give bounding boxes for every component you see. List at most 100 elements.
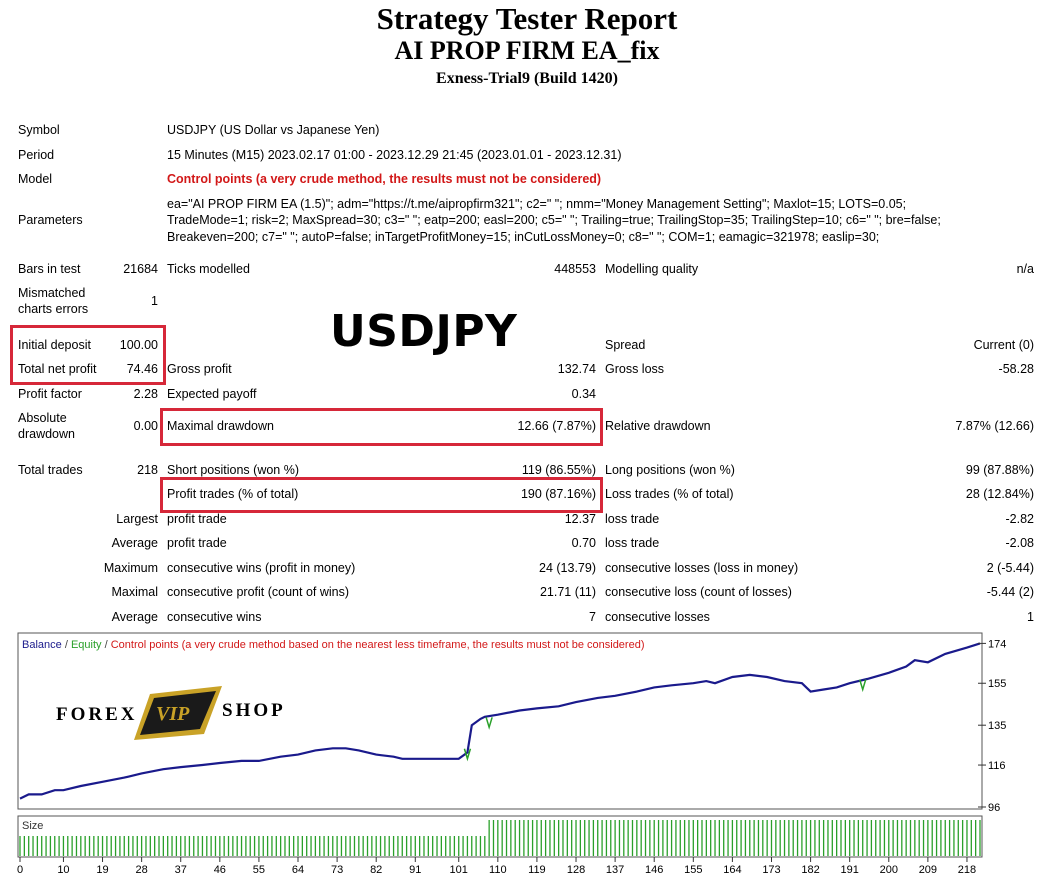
gross-profit-value: 132.74 bbox=[557, 362, 596, 376]
highlight-box-profit-trades bbox=[160, 477, 603, 513]
expected-payoff-label: Expected payoff bbox=[167, 387, 257, 401]
parameters-line: ea="AI PROP FIRM EA (1.5)"; adm="https:/… bbox=[167, 197, 907, 211]
maximal-label: Maximal bbox=[111, 585, 158, 599]
short-label: Short positions (won %) bbox=[167, 463, 300, 477]
loss-trades-value: 28 (12.84%) bbox=[965, 487, 1034, 501]
mismatch-label: Mismatched bbox=[18, 286, 86, 300]
x-tick-label: 155 bbox=[684, 864, 702, 876]
legend-sep: / bbox=[105, 639, 109, 651]
legend-text: Balance / Equity / Control points (a ver… bbox=[22, 639, 645, 651]
average-loss-label: loss trade bbox=[605, 536, 660, 550]
period-value: 15 Minutes (M15) 2023.02.17 01:00 - 2023… bbox=[167, 148, 622, 162]
initial-deposit-label: Initial deposit bbox=[18, 338, 91, 352]
avg-cons-wins-label: consecutive wins bbox=[167, 610, 262, 624]
total-trades-value: 218 bbox=[137, 463, 158, 477]
y-tick-label: 96 bbox=[988, 802, 1000, 814]
x-tick-label: 0 bbox=[17, 864, 23, 876]
total-trades-label: Total trades bbox=[18, 463, 83, 477]
long-value: 99 (87.88%) bbox=[965, 463, 1034, 477]
long-label: Long positions (won %) bbox=[605, 463, 735, 477]
ticks-value: 448553 bbox=[554, 262, 596, 276]
avg-cons-losses-label: consecutive losses bbox=[605, 610, 710, 624]
ea-name: AI PROP FIRM EA_fix bbox=[394, 36, 660, 65]
report-title: Strategy Tester Report bbox=[376, 1, 678, 36]
maximal-cons-profit-value: 21.71 (11) bbox=[539, 585, 596, 599]
avg-cons-losses-value: 1 bbox=[1027, 610, 1034, 624]
expected-payoff-value: 0.34 bbox=[571, 387, 596, 401]
x-tick-label: 164 bbox=[723, 864, 741, 876]
symbol-label: Symbol bbox=[18, 123, 60, 137]
x-tick-label: 101 bbox=[450, 864, 468, 876]
initial-deposit-value: 100.00 bbox=[119, 338, 158, 352]
symbol-value: USDJPY (US Dollar vs Japanese Yen) bbox=[167, 123, 380, 137]
parameters-label: Parameters bbox=[18, 213, 83, 227]
average-loss-value: -2.08 bbox=[1005, 536, 1035, 550]
maximal-cons-loss-value: -5.44 (2) bbox=[986, 585, 1034, 599]
bars-value: 21684 bbox=[123, 262, 158, 276]
x-tick-label: 110 bbox=[489, 864, 507, 876]
largest-loss-label: loss trade bbox=[605, 512, 660, 526]
net-profit-value: 74.46 bbox=[126, 362, 158, 376]
spread-label: Spread bbox=[605, 338, 646, 352]
x-tick-label: 209 bbox=[919, 864, 937, 876]
highlight-box-deposit bbox=[10, 325, 166, 385]
quality-value: n/a bbox=[1016, 262, 1034, 276]
equity-dip bbox=[858, 679, 867, 693]
max-cons-losses-label: consecutive losses (loss in money) bbox=[605, 561, 799, 575]
x-tick-label: 64 bbox=[292, 864, 304, 876]
x-tick-label: 91 bbox=[409, 864, 421, 876]
legend-warning: Control points (a very crude method base… bbox=[111, 639, 645, 651]
avg-cons-wins-value: 7 bbox=[589, 610, 596, 624]
x-tick-label: 200 bbox=[880, 864, 898, 876]
legend-equity: Equity bbox=[71, 639, 102, 651]
logo-text-vip: VIP bbox=[156, 703, 190, 725]
largest-loss-value: -2.82 bbox=[1005, 512, 1035, 526]
period-label: Period bbox=[18, 148, 55, 162]
max-cons-wins-label: consecutive wins (profit in money) bbox=[167, 561, 356, 575]
balance-series-line bbox=[19, 642, 981, 800]
rel-dd-label: Relative drawdown bbox=[605, 419, 711, 433]
y-tick-label: 174 bbox=[988, 638, 1006, 650]
largest-label: Largest bbox=[116, 512, 158, 526]
maximum-label: Maximum bbox=[103, 561, 158, 575]
account-build: Exness-Trial9 (Build 1420) bbox=[436, 70, 618, 87]
max-dd-value: 12.66 (7.87%) bbox=[517, 419, 596, 433]
average-profit-value: 0.70 bbox=[571, 536, 596, 550]
forex-vip-shop-logo: FOREX VIP SHOP bbox=[56, 686, 283, 740]
x-tick-label: 191 bbox=[841, 864, 859, 876]
x-tick-label: 37 bbox=[175, 864, 187, 876]
equity-dip bbox=[485, 717, 493, 730]
quality-label: Modelling quality bbox=[605, 262, 699, 276]
highlight-box-drawdown bbox=[160, 408, 603, 446]
y-tick-label: 135 bbox=[988, 720, 1006, 732]
x-tick-label: 146 bbox=[645, 864, 663, 876]
largest-profit-label: profit trade bbox=[167, 512, 227, 526]
symbol-overlay: USDJPY bbox=[330, 306, 518, 357]
maximal-cons-profit-label: consecutive profit (count of wins) bbox=[167, 585, 350, 599]
balance-chart-svg: Balance / Equity / Control points (a ver… bbox=[17, 632, 1006, 876]
parameters-line: TradeMode=1; risk=2; MaxSpread=30; c3=" … bbox=[167, 213, 941, 227]
model-value: Control points (a very crude method, the… bbox=[167, 172, 602, 186]
average-profit-label: profit trade bbox=[167, 536, 227, 550]
x-tick-label: 82 bbox=[370, 864, 382, 876]
equity-dip bbox=[463, 748, 472, 762]
max-cons-losses-value: 2 (-5.44) bbox=[986, 561, 1034, 575]
x-tick-label: 73 bbox=[331, 864, 343, 876]
average-label: Average bbox=[111, 536, 158, 550]
ticks-label: Ticks modelled bbox=[167, 262, 250, 276]
mismatch-label: charts errors bbox=[18, 302, 89, 316]
x-tick-label: 218 bbox=[958, 864, 976, 876]
y-tick-label: 155 bbox=[988, 678, 1006, 690]
x-tick-label: 119 bbox=[528, 864, 546, 876]
rel-dd-value: 7.87% (12.66) bbox=[955, 419, 1034, 433]
profit-trades-label: Profit trades (% of total) bbox=[167, 487, 299, 501]
gross-profit-label: Gross profit bbox=[167, 362, 232, 376]
x-tick-label: 137 bbox=[606, 864, 624, 876]
x-tick-label: 46 bbox=[214, 864, 226, 876]
loss-trades-label: Loss trades (% of total) bbox=[605, 487, 734, 501]
bars-label: Bars in test bbox=[18, 262, 81, 276]
largest-profit-value: 12.37 bbox=[564, 512, 596, 526]
mismatch-value: 1 bbox=[151, 294, 158, 308]
x-tick-label: 19 bbox=[96, 864, 108, 876]
max-dd-label: Maximal drawdown bbox=[167, 419, 274, 433]
